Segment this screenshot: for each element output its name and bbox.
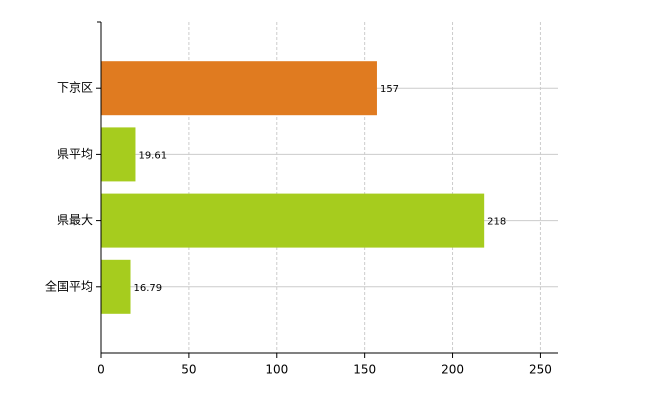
y-tick-label: 全国平均: [45, 278, 93, 293]
x-tick-label: 200: [441, 363, 464, 377]
value-label: 19.61: [138, 150, 167, 161]
y-tick-label: 県最大: [57, 213, 93, 227]
x-tick-label: 50: [181, 363, 196, 377]
value-label: 157: [380, 84, 399, 95]
x-tick-label: 100: [265, 363, 288, 377]
y-tick-label: 県平均: [57, 147, 93, 161]
bar: [101, 259, 131, 314]
value-label: 16.79: [134, 283, 163, 294]
x-tick-label: 250: [529, 363, 552, 377]
y-tick-label: 下京区: [57, 81, 93, 95]
value-label: 218: [487, 217, 506, 228]
x-tick-label: 150: [353, 363, 376, 377]
x-tick-label: 0: [97, 363, 105, 377]
bar: [101, 61, 377, 116]
bar: [101, 127, 136, 182]
bar: [101, 193, 485, 248]
